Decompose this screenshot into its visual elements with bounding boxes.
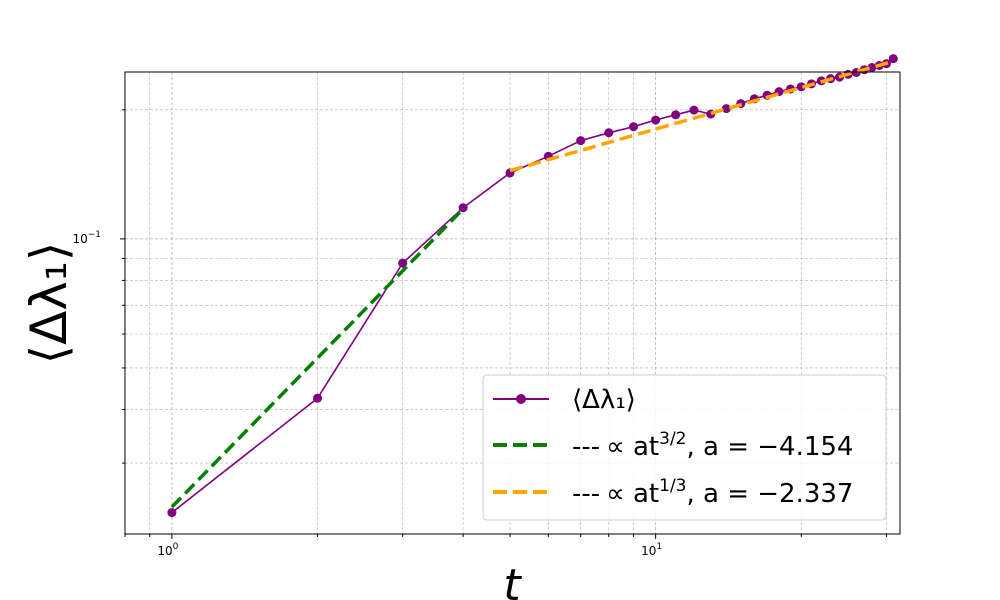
x-tick-label: 101: [641, 542, 662, 558]
data-point: [576, 136, 586, 146]
legend-prefix-fit-13: ---: [572, 479, 600, 509]
data-point: [651, 115, 661, 125]
data-point: [689, 105, 699, 115]
data-point: [671, 110, 681, 120]
plot-frame: [124, 71, 901, 535]
data-point: [604, 128, 614, 138]
legend-formula-fit-32: ∝ at: [606, 432, 659, 462]
series-layer: [167, 54, 898, 518]
legend-label-fit-32: --- ∝ at3/2, a = −4.154: [572, 429, 853, 462]
ticks: 100 101 10−1: [72, 109, 887, 558]
legend-formula-fit-13: ∝ at: [606, 479, 659, 509]
x-axis-title: t: [503, 560, 522, 600]
legend-exponent-fit-13: 1/3: [659, 476, 686, 496]
data-point: [398, 258, 408, 268]
legend-label-data: ⟨Δλ₁⟩: [572, 385, 636, 415]
legend-prefix-fit-32: ---: [572, 432, 600, 462]
legend-exponent-fit-32: 3/2: [659, 429, 686, 449]
data-point: [628, 122, 638, 132]
data-point: [313, 393, 323, 403]
legend: ⟨Δλ₁⟩ --- ∝ at3/2, a = −4.154 --- ∝ at1/3,…: [482, 374, 887, 521]
legend-suffix-fit-13: , a = −2.337: [686, 479, 853, 509]
y-tick-label: 10−1: [72, 230, 101, 246]
data-point: [888, 54, 898, 64]
legend-box: [482, 374, 887, 521]
legend-marker-data: [516, 394, 526, 404]
fit-line-2: [509, 59, 894, 173]
legend-label-fit-13: --- ∝ at1/3, a = −2.337: [572, 476, 853, 509]
y-axis-title: ⟨Δλ₁⟩: [20, 242, 78, 365]
data-point: [167, 508, 177, 518]
fit-line-1: [170, 207, 465, 509]
data-point: [796, 82, 806, 92]
x-tick-label: 100: [157, 542, 178, 558]
data-point: [721, 104, 731, 114]
legend-suffix-fit-32: , a = −4.154: [686, 432, 853, 462]
data-point: [458, 203, 468, 213]
